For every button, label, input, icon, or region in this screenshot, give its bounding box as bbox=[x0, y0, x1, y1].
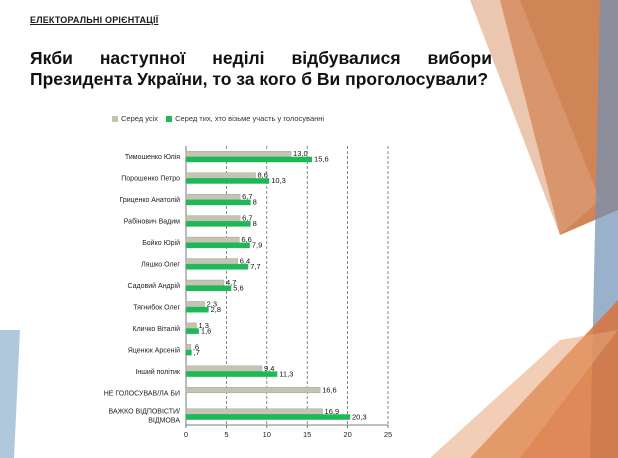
data-label-all: 6,7 bbox=[242, 214, 252, 223]
category-label: Яценюк Арсеній bbox=[128, 346, 180, 354]
category-label: ВАЖКО ВІДПОВІСТИ/ bbox=[109, 408, 181, 415]
category-label: Порошенко Петро bbox=[121, 176, 180, 183]
bar-voters bbox=[186, 156, 313, 163]
bar-all bbox=[185, 215, 241, 222]
bar-all bbox=[185, 193, 241, 200]
data-label-all: 13,0 bbox=[293, 149, 308, 158]
x-tick-label: 5 bbox=[224, 430, 228, 439]
bar-all bbox=[185, 322, 197, 329]
data-label-voters: 2,8 bbox=[211, 305, 221, 314]
title-word: Якби bbox=[30, 48, 73, 68]
bar-all bbox=[185, 258, 238, 265]
category-label: ВІДМОВА bbox=[148, 417, 180, 424]
bar-all bbox=[185, 151, 292, 157]
data-label-voters: ,7 bbox=[194, 348, 200, 357]
data-label-all: 16,6 bbox=[322, 385, 337, 394]
data-label-voters: 7,9 bbox=[252, 241, 262, 250]
blue-ribbon-left bbox=[0, 330, 20, 458]
section-tag: ЕЛЕКТОРАЛЬНІ ОРІЄНТАЦІЇ bbox=[30, 15, 159, 25]
data-label-all: 4,7 bbox=[226, 278, 236, 287]
orange-ribbon-top-light bbox=[470, 0, 600, 235]
category-label: Тягнибок Олег bbox=[133, 303, 180, 311]
data-label-all: 9,4 bbox=[264, 364, 274, 373]
data-label-voters: 11,3 bbox=[279, 369, 293, 378]
data-label-all: 8,6 bbox=[257, 171, 267, 180]
bar-voters bbox=[186, 242, 250, 249]
category-label: Інший політик bbox=[135, 368, 180, 376]
bar-voters bbox=[186, 264, 249, 270]
category-label: Ляшко Олег bbox=[141, 262, 180, 269]
x-tick-label: 20 bbox=[343, 430, 351, 439]
legend-swatch-voters bbox=[166, 115, 173, 122]
bar-voters bbox=[186, 371, 278, 377]
bar-all bbox=[185, 365, 263, 372]
bar-all bbox=[185, 387, 321, 394]
chart-legend: Серед усіх Серед тих, хто візьме участь … bbox=[112, 114, 324, 123]
x-tick-label: 10 bbox=[263, 430, 271, 439]
bar-all bbox=[185, 408, 323, 415]
category-label: НЕ ГОЛОСУВАВ/ЛА БИ bbox=[104, 390, 180, 397]
data-label-voters: 20,3 bbox=[352, 412, 367, 421]
bar-voters bbox=[186, 199, 251, 206]
title-word: неділі bbox=[212, 48, 265, 68]
bar-all bbox=[185, 279, 225, 286]
category-label: Гриценко Анатолій bbox=[119, 196, 180, 204]
x-tick-label: 15 bbox=[303, 430, 311, 439]
x-tick-label: 0 bbox=[184, 430, 188, 439]
category-label: Тимошенко Юлія bbox=[125, 153, 180, 161]
bar-voters bbox=[186, 349, 192, 356]
bar-voters bbox=[186, 221, 251, 227]
data-label-all: 6,7 bbox=[242, 192, 252, 201]
legend-item-all: Серед усіх bbox=[112, 114, 158, 123]
title-word: відбувалися bbox=[291, 48, 401, 68]
bar-voters bbox=[186, 285, 232, 291]
legend-label-all: Серед усіх bbox=[121, 114, 159, 123]
data-label-voters: 15,6 bbox=[314, 155, 329, 164]
data-label-voters: 5,6 bbox=[233, 284, 243, 293]
category-label: Садовий Андрій bbox=[128, 282, 181, 290]
title-line-2: Президента України, то за кого б Ви прог… bbox=[30, 69, 489, 89]
data-label-all: 6,6 bbox=[241, 235, 251, 244]
legend-swatch-all bbox=[112, 115, 118, 122]
data-label-voters: 7,7 bbox=[250, 262, 260, 271]
category-label: Бойко Юрій bbox=[142, 239, 180, 247]
legend-item-voters: Серед тих, хто візьме участь у голосуван… bbox=[166, 114, 324, 123]
data-label-voters: 8 bbox=[253, 219, 257, 228]
category-label: Рабінович Вадим bbox=[124, 218, 180, 226]
data-label-voters: 10,3 bbox=[271, 176, 286, 185]
bar-all bbox=[185, 301, 205, 308]
bar-voters bbox=[186, 414, 351, 420]
data-label-voters: 8 bbox=[253, 198, 257, 207]
title-word: наступної bbox=[99, 48, 186, 68]
bar-all bbox=[185, 236, 240, 243]
bar-all bbox=[185, 344, 192, 351]
bar-voters bbox=[186, 178, 270, 184]
page-title: Якби наступної неділі відбувалися вибори… bbox=[30, 48, 492, 90]
bar-all bbox=[185, 172, 256, 179]
bar-voters bbox=[186, 328, 199, 334]
data-label-all: 2,3 bbox=[207, 299, 217, 308]
data-label-all: ,6 bbox=[193, 342, 199, 351]
orange-ribbon-bottom-light bbox=[430, 330, 618, 458]
x-tick-label: 25 bbox=[384, 430, 392, 439]
data-label-all: 1,3 bbox=[199, 321, 209, 330]
title-word: вибори bbox=[427, 48, 492, 68]
data-label-voters: 1,6 bbox=[201, 326, 211, 335]
bar-voters bbox=[186, 306, 209, 313]
data-label-all: 16,9 bbox=[325, 407, 340, 416]
legend-label-voters: Серед тих, хто візьме участь у голосуван… bbox=[175, 114, 325, 123]
data-label-all: 6,4 bbox=[240, 257, 250, 266]
category-label: Кличко Віталій bbox=[133, 325, 181, 333]
title-line-1: Якби наступної неділі відбувалися вибори bbox=[30, 48, 492, 69]
